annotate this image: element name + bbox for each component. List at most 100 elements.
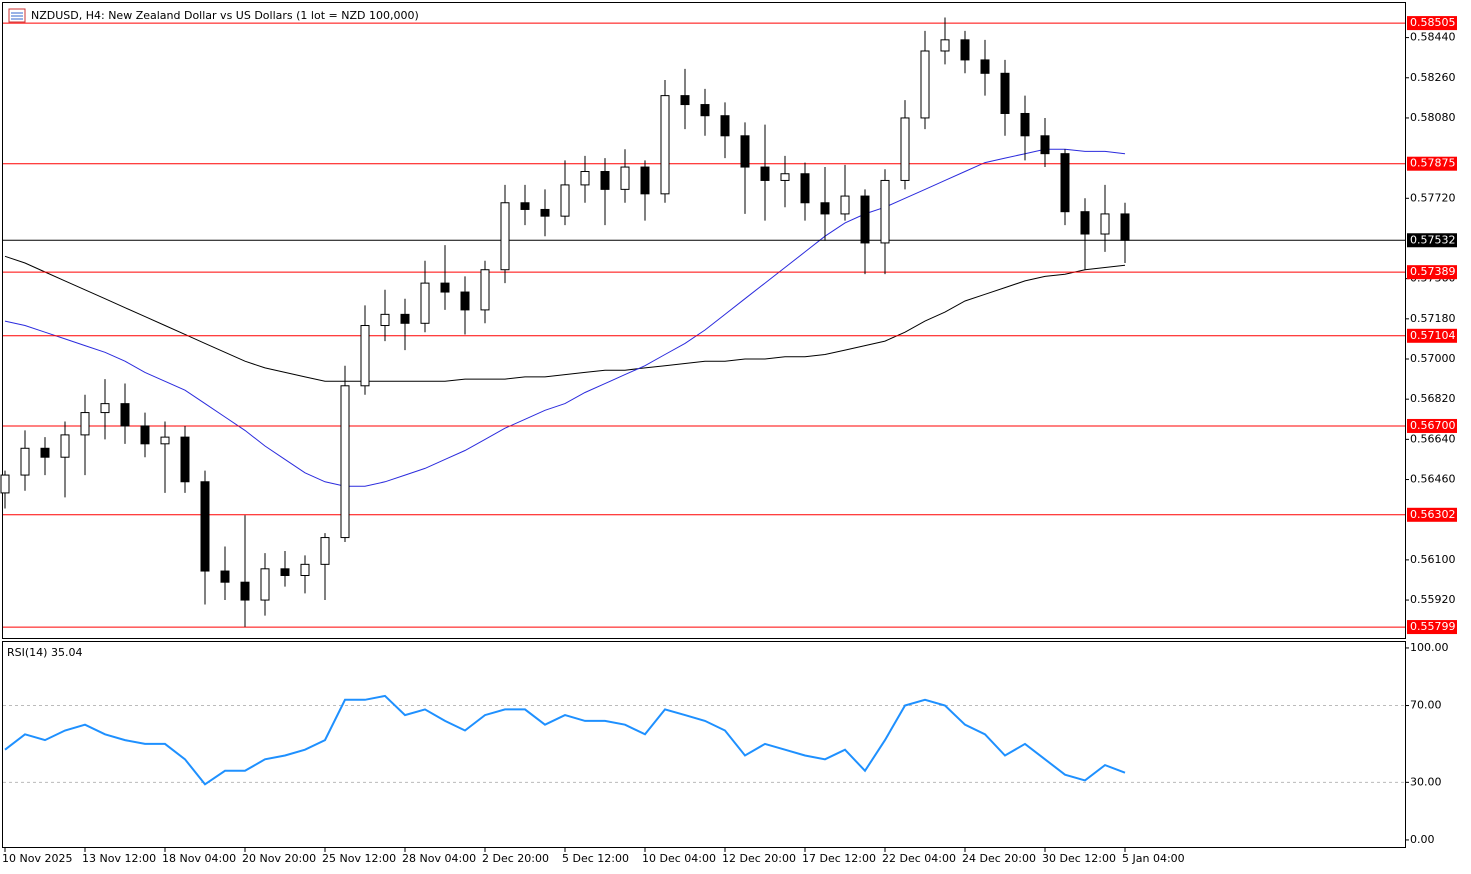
candle-body	[160, 436, 170, 445]
candle-body	[600, 171, 610, 190]
candle-body	[320, 537, 330, 565]
candle-body	[1000, 72, 1010, 114]
candle-body	[1040, 135, 1050, 155]
candle-body	[580, 171, 590, 186]
y-tick-label: 0.58440	[1410, 31, 1456, 44]
rsi-title: RSI(14) 35.04	[7, 646, 82, 659]
level-label-box	[1407, 328, 1457, 343]
x-tick-label: 12 Dec 20:00	[722, 852, 796, 865]
x-tick-label: 5 Jan 04:00	[1122, 852, 1185, 865]
candle-body	[980, 59, 990, 74]
candle-body	[640, 166, 650, 195]
y-tick-label: 0.57000	[1410, 352, 1456, 365]
candle-body	[140, 425, 150, 445]
y-tick-label: 0.57180	[1410, 312, 1456, 325]
candle-body	[1080, 211, 1090, 235]
x-tick-label: 17 Dec 12:00	[802, 852, 876, 865]
y-tick-label: 70.00	[1410, 699, 1442, 712]
y-tick-label: 0.56460	[1410, 473, 1456, 486]
candle-body	[300, 563, 310, 577]
y-tick-label: 0.57720	[1410, 191, 1456, 204]
x-tick-label: 28 Nov 04:00	[402, 852, 476, 865]
candle-body	[520, 202, 530, 210]
candle-body	[680, 95, 690, 106]
candle-body	[720, 115, 730, 137]
chart-title: NZDUSD, H4: New Zealand Dollar vs US Dol…	[31, 9, 419, 22]
candle-body	[20, 447, 30, 476]
x-tick-label: 10 Dec 04:00	[642, 852, 716, 865]
candle-body	[360, 325, 370, 387]
candle-body	[840, 195, 850, 215]
level-label: 0.57389	[1410, 265, 1456, 278]
level-label-box	[1407, 16, 1457, 31]
candle-body	[960, 39, 970, 61]
candle-body	[460, 291, 470, 311]
level-label: 0.58505	[1410, 16, 1456, 29]
candle-body	[920, 50, 930, 119]
candle-body	[100, 403, 110, 414]
candle-body	[400, 313, 410, 324]
y-tick-label: 0.58080	[1410, 111, 1456, 124]
rsi-line	[4, 694, 1126, 786]
level-label-box	[1407, 507, 1457, 522]
candle-body	[280, 568, 290, 577]
candle-body	[860, 195, 870, 244]
level-label-box	[1407, 620, 1457, 635]
current-price-label: 0.57532	[1410, 233, 1456, 246]
moving-average	[4, 255, 1126, 382]
candle-body	[60, 434, 70, 458]
candle-body	[760, 166, 770, 181]
y-tick-label: 0.55920	[1410, 593, 1456, 606]
y-tick-label: 30.00	[1410, 775, 1442, 788]
candle-body	[940, 39, 950, 52]
x-tick-label: 25 Nov 12:00	[322, 852, 396, 865]
x-tick-label: 13 Nov 12:00	[82, 852, 156, 865]
candle-body	[0, 474, 10, 494]
candle-body	[500, 202, 510, 271]
y-tick-label: 0.58260	[1410, 71, 1456, 84]
level-label-box	[1407, 265, 1457, 280]
candle-body	[560, 184, 570, 217]
x-tick-label: 22 Dec 04:00	[882, 852, 956, 865]
x-tick-label: 5 Dec 12:00	[562, 852, 629, 865]
candle-body	[1100, 213, 1110, 235]
y-tick-label: 0.56100	[1410, 553, 1456, 566]
moving-average	[4, 148, 1126, 487]
level-label: 0.56302	[1410, 508, 1456, 521]
candle-body	[40, 447, 50, 458]
x-tick-label: 10 Nov 2025	[2, 852, 72, 865]
candle-body	[80, 412, 90, 436]
current-price-box	[1407, 233, 1457, 248]
y-tick-label: 100.00	[1410, 641, 1449, 654]
candle-body	[420, 282, 430, 324]
candle-body	[380, 313, 390, 327]
candle-body	[240, 581, 250, 601]
y-tick-label: 0.56820	[1410, 392, 1456, 405]
x-tick-label: 30 Dec 12:00	[1042, 852, 1116, 865]
candle-body	[120, 403, 130, 427]
candle-body	[440, 282, 450, 293]
candle-body	[900, 117, 910, 181]
candle-body	[200, 481, 210, 572]
candle-body	[1120, 213, 1130, 241]
candle-body	[880, 179, 890, 244]
candle-body	[700, 104, 710, 117]
candle-body	[1060, 153, 1070, 213]
x-tick-label: 18 Nov 04:00	[162, 852, 236, 865]
candle-body	[620, 166, 630, 190]
candle-body	[260, 568, 270, 601]
candle-body	[660, 95, 670, 195]
x-tick-label: 24 Dec 20:00	[962, 852, 1036, 865]
candle-body	[800, 173, 810, 204]
candle-body	[480, 269, 490, 311]
candle-body	[820, 202, 830, 215]
level-label: 0.56700	[1410, 419, 1456, 432]
candle-body	[540, 208, 550, 217]
candle-body	[740, 135, 750, 168]
level-label: 0.57875	[1410, 157, 1456, 170]
x-tick-label: 20 Nov 20:00	[242, 852, 316, 865]
rsi-pane-frame	[2, 641, 1406, 848]
symbol-icon	[8, 8, 26, 23]
